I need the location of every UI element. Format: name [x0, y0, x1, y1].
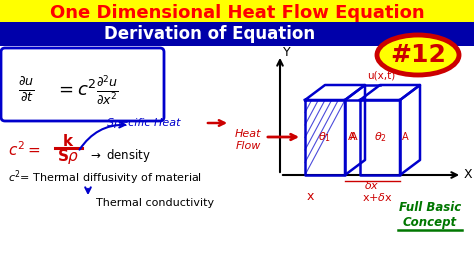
- Text: X: X: [464, 168, 473, 181]
- Text: $c^2$= Thermal diffusivity of material: $c^2$= Thermal diffusivity of material: [8, 169, 202, 187]
- Text: Derivation of Equation: Derivation of Equation: [104, 25, 316, 43]
- Text: A: A: [348, 132, 356, 142]
- FancyBboxPatch shape: [1, 48, 164, 121]
- Text: $c^2=$: $c^2=$: [8, 141, 40, 159]
- Text: k: k: [63, 135, 73, 149]
- Text: x: x: [306, 190, 314, 203]
- Text: Specific Heat: Specific Heat: [107, 118, 181, 128]
- Text: One Dimensional Heat Flow Equation: One Dimensional Heat Flow Equation: [50, 4, 424, 22]
- Text: Thermal conductivity: Thermal conductivity: [96, 198, 214, 208]
- Text: $\delta x$: $\delta x$: [364, 179, 380, 191]
- Text: $\frac{\partial u}{\partial t}$: $\frac{\partial u}{\partial t}$: [18, 76, 35, 104]
- Text: S$\rho$: S$\rho$: [57, 148, 79, 167]
- Ellipse shape: [377, 35, 459, 75]
- Text: Full Basic
Concept: Full Basic Concept: [399, 201, 461, 229]
- Text: $\rightarrow$ density: $\rightarrow$ density: [88, 147, 151, 164]
- Text: x+$\delta$x: x+$\delta$x: [362, 191, 392, 203]
- FancyBboxPatch shape: [0, 46, 474, 266]
- Text: $\theta_2$: $\theta_2$: [374, 130, 386, 144]
- Text: u(x,t): u(x,t): [367, 71, 395, 81]
- Text: A: A: [402, 132, 409, 142]
- Text: #12: #12: [390, 43, 446, 67]
- Text: Heat
Flow: Heat Flow: [235, 129, 261, 151]
- Text: Y: Y: [283, 45, 291, 59]
- FancyBboxPatch shape: [0, 22, 474, 46]
- Text: A: A: [350, 132, 358, 142]
- Text: $= c^2 \frac{\partial^2 u}{\partial x^2}$: $= c^2 \frac{\partial^2 u}{\partial x^2}…: [55, 73, 119, 107]
- Text: $\theta_1$: $\theta_1$: [319, 130, 331, 144]
